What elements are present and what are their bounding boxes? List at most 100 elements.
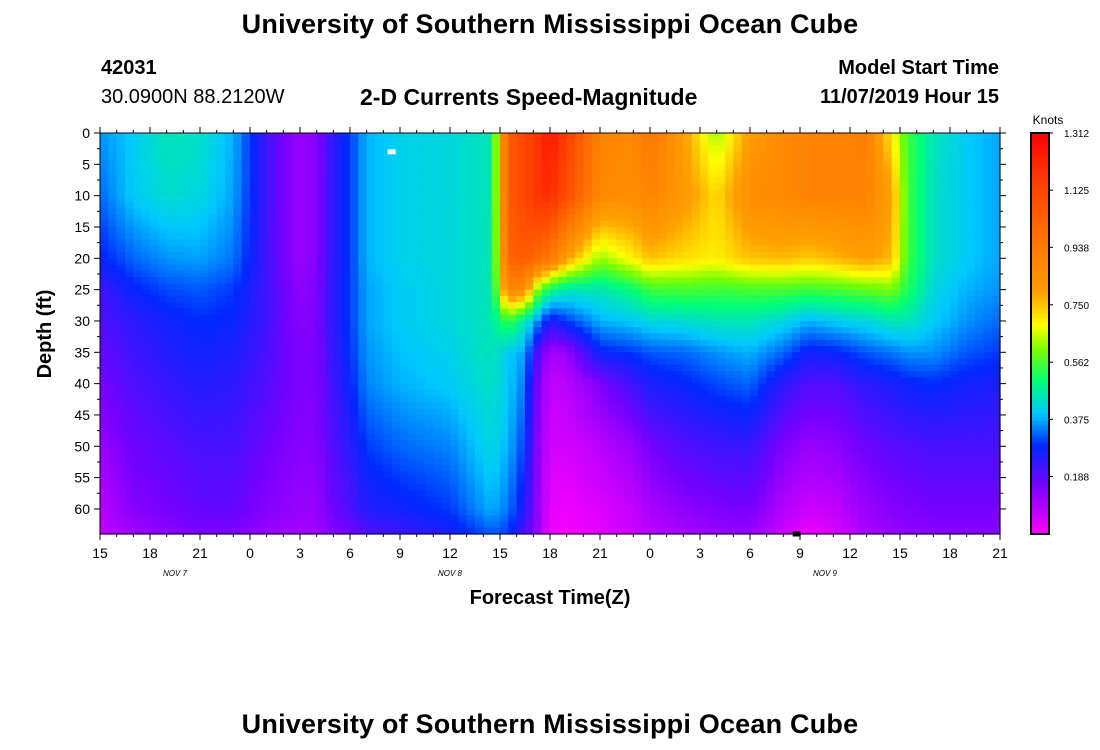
heatmap-cell <box>333 239 343 247</box>
heatmap-cell <box>216 352 226 360</box>
heatmap-cell <box>225 527 234 535</box>
heatmap-cell <box>425 502 434 510</box>
heatmap-cell <box>683 320 693 328</box>
heatmap-cell <box>650 490 659 498</box>
heatmap-cell <box>466 308 476 316</box>
heatmap-cell <box>266 333 276 341</box>
heatmap-cell <box>266 214 276 222</box>
heatmap-cell <box>558 421 568 429</box>
heatmap-cell <box>641 189 651 197</box>
heatmap-cell <box>266 371 276 378</box>
heatmap-cell <box>491 139 501 147</box>
heatmap-cell <box>133 496 143 504</box>
heatmap-cell <box>366 515 376 523</box>
heatmap-cell <box>225 327 234 335</box>
heatmap-cell <box>200 408 209 416</box>
heatmap-cell <box>558 245 568 253</box>
heatmap-cell <box>408 383 418 391</box>
heatmap-cell <box>191 358 201 366</box>
heatmap-cell <box>375 258 384 266</box>
heatmap-cell <box>725 208 734 216</box>
heatmap-cell <box>350 289 359 297</box>
heatmap-cell <box>633 258 643 266</box>
heatmap-cell <box>183 327 193 335</box>
heatmap-cell <box>425 402 434 410</box>
heatmap-cell <box>550 440 559 447</box>
heatmap-cell <box>600 408 609 416</box>
heatmap-cell <box>133 414 143 422</box>
heatmap-cell <box>441 465 451 472</box>
heatmap-cell <box>383 515 393 523</box>
heatmap-cell <box>341 515 351 523</box>
heatmap-cell <box>308 508 318 516</box>
heatmap-cell <box>233 208 243 216</box>
heatmap-cell <box>383 176 393 184</box>
heatmap-cell <box>616 402 626 410</box>
heatmap-cell <box>108 446 118 454</box>
heatmap-cell <box>541 139 551 147</box>
heatmap-cell <box>491 158 501 165</box>
heatmap-cell <box>741 245 751 253</box>
heatmap-cell <box>125 170 134 178</box>
heatmap-cell <box>341 496 351 504</box>
heatmap-cell <box>600 364 609 372</box>
heatmap-cell <box>275 389 284 397</box>
heatmap-cell <box>583 433 593 441</box>
heatmap-cell <box>366 189 376 197</box>
heatmap-cell <box>583 452 593 460</box>
heatmap-cell <box>658 490 668 498</box>
heatmap-cell <box>408 139 418 147</box>
heatmap-cell <box>325 527 334 535</box>
heatmap-cell <box>733 364 743 372</box>
heatmap-cell <box>133 214 143 222</box>
heatmap-cell <box>408 308 418 316</box>
heatmap-cell <box>516 201 526 209</box>
heatmap-cell <box>550 496 559 504</box>
heatmap-cell <box>500 258 509 266</box>
heatmap-cell <box>450 139 459 147</box>
heatmap-cell <box>125 208 134 216</box>
heatmap-cell <box>366 483 376 491</box>
heatmap-cell <box>741 490 751 498</box>
heatmap-cell <box>508 289 518 297</box>
heatmap-cell <box>491 302 501 310</box>
heatmap-cell <box>608 139 618 147</box>
heatmap-cell <box>716 170 726 178</box>
heatmap-cell <box>116 151 126 159</box>
heatmap-cell <box>350 502 359 510</box>
heatmap-cell <box>283 139 293 147</box>
heatmap-cell <box>516 371 526 378</box>
heatmap-cell <box>491 295 501 303</box>
heatmap-cell <box>116 195 126 203</box>
heatmap-cell <box>583 396 593 404</box>
heatmap-cell <box>541 214 551 222</box>
heatmap-cell <box>733 502 743 510</box>
heatmap-cell <box>450 402 459 410</box>
heatmap-cell <box>350 214 359 222</box>
heatmap-cell <box>108 496 118 504</box>
heatmap-cell <box>216 440 226 447</box>
heatmap-cell <box>566 233 576 241</box>
heatmap-cell <box>341 245 351 253</box>
heatmap-cell <box>450 239 459 247</box>
heatmap-cell <box>241 176 251 184</box>
heatmap-cell <box>116 170 126 178</box>
heatmap-cell <box>475 346 484 353</box>
heatmap-cell <box>150 277 159 284</box>
heatmap-cell <box>175 314 184 322</box>
heatmap-cell <box>508 452 518 460</box>
heatmap-cell <box>533 189 543 197</box>
heatmap-cell <box>175 433 184 441</box>
heatmap-cell <box>708 515 718 523</box>
heatmap-cell <box>175 440 184 447</box>
heatmap-cell <box>466 195 476 203</box>
heatmap-cell <box>208 458 218 466</box>
heatmap-cell <box>291 364 301 372</box>
heatmap-cell <box>125 151 134 159</box>
heatmap-cell <box>300 521 309 529</box>
heatmap-cell <box>683 145 693 153</box>
heatmap-cell <box>441 320 451 328</box>
heatmap-cell <box>658 302 668 310</box>
heatmap-cell <box>425 195 434 203</box>
heatmap-cell <box>300 176 309 184</box>
